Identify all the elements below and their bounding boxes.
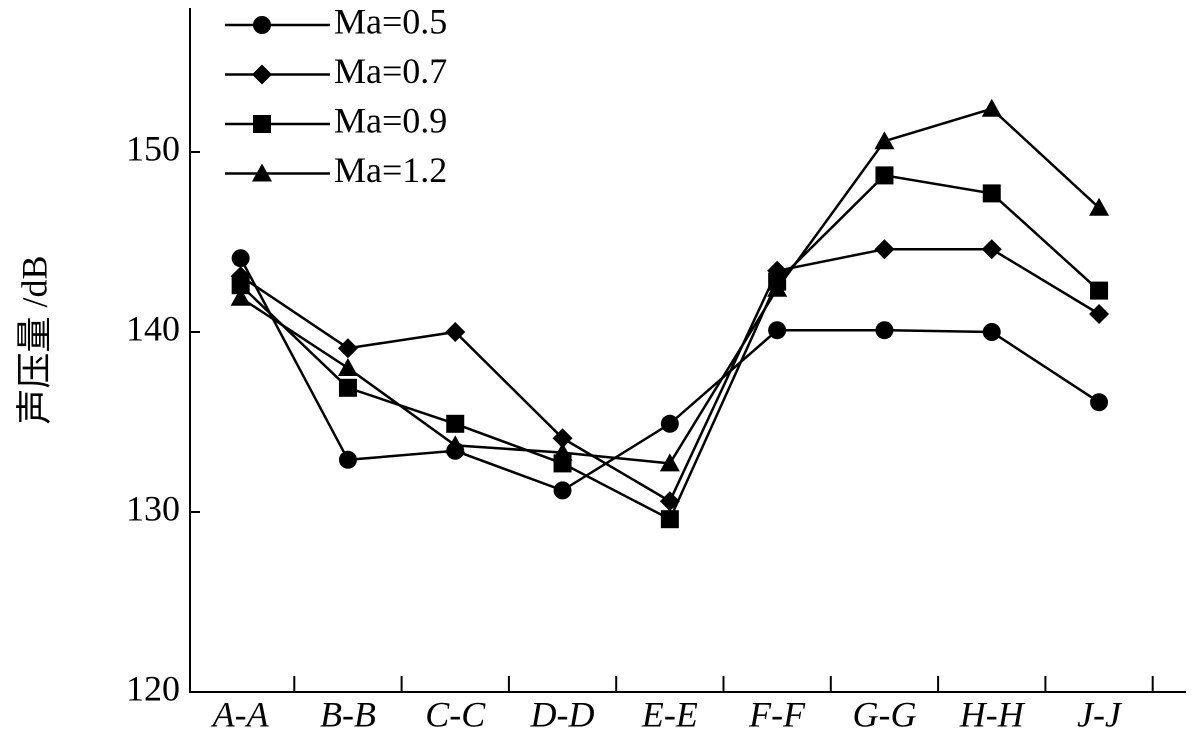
data-point: [337, 338, 358, 359]
x-tick-label: H-H: [959, 694, 1026, 734]
data-point: [338, 378, 357, 397]
data-point: [552, 442, 573, 461]
data-point: [1089, 304, 1110, 324]
y-tick-label: 130: [126, 488, 180, 528]
data-point: [1090, 393, 1109, 412]
x-tick-label: B-B: [320, 694, 376, 734]
data-point: [446, 414, 465, 433]
legend-marker: [252, 64, 272, 85]
legend-marker: [253, 115, 271, 133]
data-point: [231, 249, 250, 268]
data-point: [981, 239, 1002, 260]
data-point: [337, 358, 358, 376]
x-tick-label: A-A: [211, 694, 270, 734]
x-tick-label: F-F: [748, 694, 806, 734]
legend-marker: [253, 16, 271, 34]
data-point: [874, 239, 895, 260]
data-point: [982, 184, 1001, 203]
legend-label: Ma=0.7: [334, 51, 447, 91]
data-point: [1090, 281, 1109, 300]
data-point: [874, 131, 895, 150]
y-tick-label: 150: [126, 128, 180, 168]
x-tick-label: C-C: [425, 694, 486, 734]
data-point: [768, 321, 787, 340]
legend-marker: [252, 163, 272, 182]
y-tick-label: 140: [126, 308, 180, 348]
data-point: [230, 287, 251, 306]
x-tick-label: D-D: [530, 694, 595, 734]
data-point: [981, 98, 1002, 117]
y-axis-label: 声压量 /dB: [14, 255, 54, 424]
x-tick-label: J-J: [1077, 694, 1123, 734]
x-tick-label: E-E: [641, 694, 698, 734]
legend-label: Ma=0.5: [334, 1, 447, 41]
legend-label: Ma=1.2: [334, 150, 447, 190]
data-point: [338, 450, 357, 469]
data-point: [552, 428, 573, 449]
y-tick-label: 120: [126, 668, 180, 708]
legend-label: Ma=0.9: [334, 100, 447, 140]
data-point: [982, 323, 1001, 341]
data-point: [875, 321, 894, 340]
data-point: [445, 435, 466, 454]
data-point: [231, 276, 250, 295]
data-point: [445, 322, 466, 342]
data-point: [660, 414, 679, 433]
data-point: [659, 453, 680, 472]
data-point: [767, 278, 788, 297]
data-point: [660, 510, 679, 529]
data-point: [553, 481, 572, 500]
data-point: [875, 166, 894, 185]
data-point: [1089, 197, 1110, 216]
x-tick-label: G-G: [852, 694, 916, 734]
